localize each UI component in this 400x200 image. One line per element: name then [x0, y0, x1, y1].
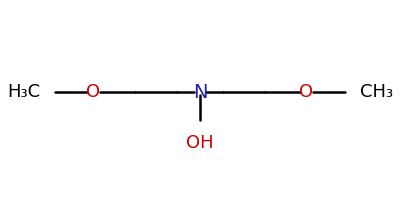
Text: O: O — [86, 83, 100, 101]
Text: O: O — [300, 83, 314, 101]
Text: CH₃: CH₃ — [360, 83, 393, 101]
Text: OH: OH — [186, 134, 214, 152]
Text: N: N — [193, 83, 207, 102]
Text: H₃C: H₃C — [7, 83, 40, 101]
